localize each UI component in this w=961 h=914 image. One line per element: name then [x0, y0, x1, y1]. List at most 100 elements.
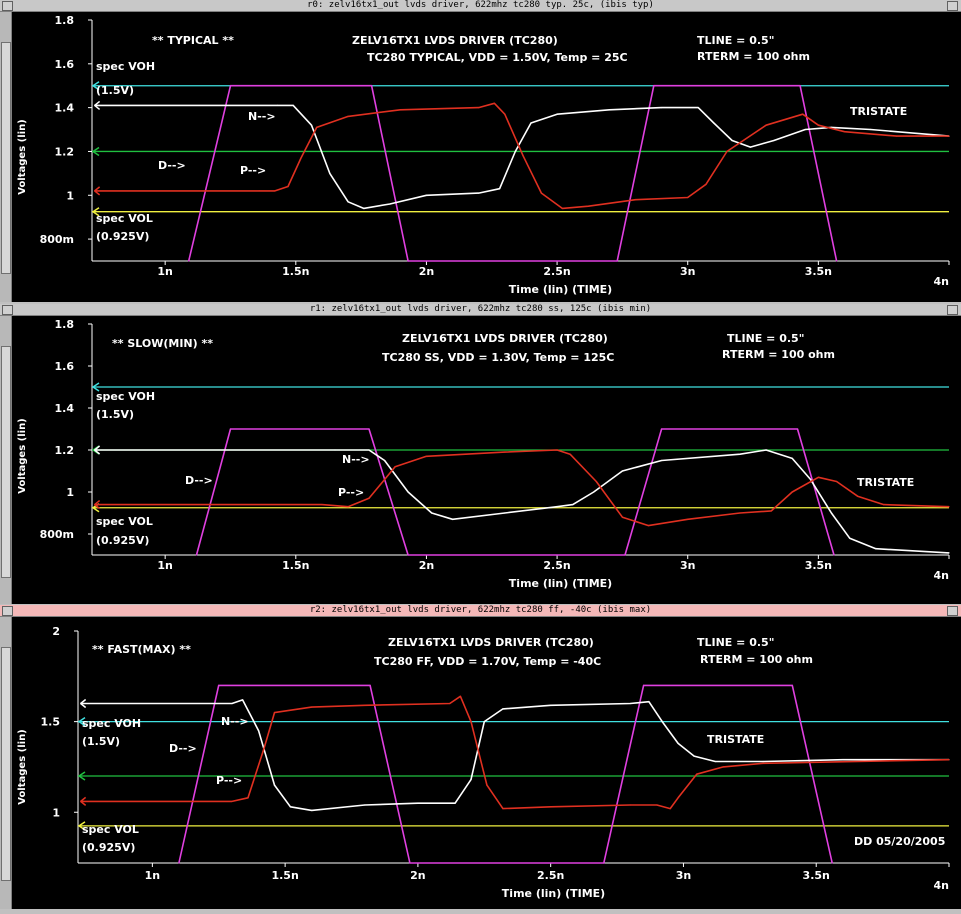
mid-marker-icon [92, 146, 100, 157]
series-d-point [229, 428, 232, 430]
series-p-point [705, 183, 707, 185]
series-p-point [677, 797, 679, 799]
series-d-point [407, 260, 409, 262]
voh-marker-icon [92, 382, 100, 392]
tline-label: TLINE = 0.5" [697, 636, 774, 649]
series-p-line [94, 449, 950, 527]
x-tick-label: 2n [419, 559, 435, 572]
series-p-point [647, 525, 650, 527]
corner-label: ** FAST(MAX) ** [92, 643, 191, 656]
x-tick-label: 1n [157, 559, 173, 572]
series-n-point [661, 721, 663, 723]
vertical-scrollbar[interactable] [0, 12, 12, 302]
waveform-panel-fast: r2: zelv16tx1_out lvds driver, 622mhz tc… [0, 605, 961, 909]
vertical-scrollbar[interactable] [0, 617, 12, 909]
series-d-line [195, 428, 835, 556]
n-signal-label: N--> [342, 453, 370, 466]
series-n-point [347, 201, 349, 203]
series-p-point [459, 695, 461, 697]
p-signal-label: P--> [216, 774, 242, 787]
series-n-point [731, 139, 733, 142]
y-axis-title: Voltages (lin) [17, 729, 28, 805]
window-titlebar[interactable]: r1: zelv16tx1_out lvds driver, 622mhz tc… [0, 304, 961, 316]
scrollbar-thumb[interactable] [1, 42, 11, 274]
series-n-point [550, 704, 552, 706]
series-d-point [624, 554, 626, 556]
y-tick-label: 1.5 [41, 716, 61, 729]
series-p-point [425, 455, 427, 457]
series-p-marker-icon [80, 796, 87, 806]
series-d-point [195, 554, 198, 556]
series-p-point [556, 449, 558, 451]
series-p-point [791, 491, 793, 493]
date-label: DD 05/20/2005 [854, 835, 945, 848]
series-p-point [896, 135, 898, 137]
series-n-point [556, 113, 558, 115]
series-p-point [311, 706, 313, 708]
window-maximize-button[interactable] [947, 606, 958, 616]
series-d-point [796, 428, 799, 430]
y-tick-label: 2 [52, 625, 60, 638]
scrollbar-thumb[interactable] [1, 647, 11, 881]
y-tick-label: 1.4 [55, 402, 75, 415]
header-conditions: TC280 SS, VDD = 1.30V, Temp = 125C [382, 351, 614, 364]
series-d-point [371, 85, 373, 87]
series-p-point [669, 808, 671, 810]
series-n-marker-icon [94, 100, 101, 111]
window-menu-button[interactable] [2, 305, 13, 315]
series-p-point [948, 506, 950, 508]
x-tick-label: 2n [410, 869, 426, 882]
window-maximize-button[interactable] [947, 305, 958, 315]
window-menu-button[interactable] [2, 606, 13, 616]
x-tick-label: 2.5n [543, 559, 570, 572]
series-p-point [470, 721, 472, 723]
vertical-scrollbar[interactable] [0, 316, 12, 604]
y-tick-label: 1.8 [55, 318, 75, 331]
series-p-point [770, 510, 772, 512]
window-menu-button[interactable] [2, 1, 13, 11]
series-n-marker-icon [80, 698, 87, 709]
window-maximize-button[interactable] [947, 1, 958, 11]
scrollbar-thumb[interactable] [1, 346, 11, 578]
series-n-point [364, 804, 366, 806]
series-p-point [843, 131, 846, 133]
rterm-label: RTERM = 100 ohm [722, 348, 835, 361]
series-d-point [833, 554, 835, 556]
series-n-point [334, 449, 336, 451]
series-d-line [178, 684, 833, 864]
series-p-point [364, 704, 366, 706]
window-titlebar[interactable]: r0: zelv16tx1_out lvds driver, 622mhz tc… [0, 0, 961, 12]
series-d-point [603, 862, 605, 864]
x-tick-label: 1.5n [282, 265, 309, 278]
series-n-point [483, 721, 485, 723]
x-tick-label: 4n [934, 275, 950, 288]
y-tick-label: 1.8 [55, 14, 75, 27]
series-p-point [883, 504, 885, 506]
series-p-point [273, 712, 276, 714]
spec-voh-value: (1.5V) [96, 408, 134, 421]
tline-label: TLINE = 0.5" [697, 34, 774, 47]
series-n-point [713, 122, 715, 124]
series-p-point [321, 504, 323, 506]
p-signal-label: P--> [338, 486, 364, 499]
header-title: ZELV16TX1 LVDS DRIVER (TC280) [388, 636, 594, 649]
header-conditions: TC280 TYPICAL, VDD = 1.50V, Temp = 25C [367, 51, 628, 64]
window-titlebar[interactable]: r2: zelv16tx1_out lvds driver, 622mhz tc… [0, 605, 961, 617]
series-p-point [478, 107, 480, 109]
series-n-point [714, 760, 716, 763]
series-p-point [231, 800, 233, 802]
series-n-point [231, 702, 233, 705]
series-n-point [648, 701, 650, 703]
series-n-point [791, 457, 793, 459]
series-p-point [739, 512, 741, 514]
voh-marker-icon [92, 81, 100, 91]
series-p-marker-icon [94, 186, 101, 196]
window-title: r2: zelv16tx1_out lvds driver, 622mhz tc… [309, 605, 652, 615]
y-axis-title: Voltages (lin) [17, 418, 28, 494]
series-n-point [454, 802, 456, 804]
series-n-point [809, 478, 812, 480]
x-tick-label: 2n [419, 265, 435, 278]
x-axis-title: Time (lin) (TIME) [502, 887, 605, 900]
series-d-point [643, 684, 645, 686]
y-axis-title: Voltages (lin) [17, 119, 28, 195]
